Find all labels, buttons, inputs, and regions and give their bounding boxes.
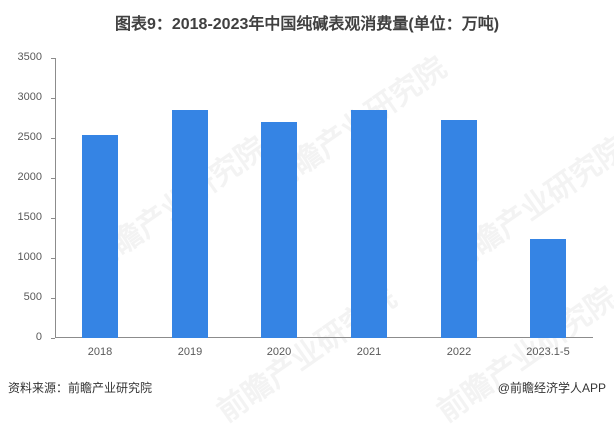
- y-tick: [51, 338, 55, 339]
- y-tick: [51, 98, 55, 99]
- x-tick-label: 2022: [446, 346, 472, 358]
- x-tick-label: 2021: [356, 346, 382, 358]
- credit-note: @前瞻经济学人APP: [497, 381, 606, 395]
- x-axis-line: [55, 337, 593, 338]
- y-tick-label: 3000: [17, 91, 42, 103]
- chart-title: 图表9：2018-2023年中国纯碱表观消费量(单位：万吨): [114, 16, 500, 33]
- y-tick-label: 3500: [17, 51, 42, 63]
- bar-2019: [172, 110, 208, 338]
- x-tick-label: 2018: [87, 346, 113, 358]
- x-tick-label: 2019: [177, 346, 203, 358]
- y-tick: [51, 298, 55, 299]
- bar-2021: [351, 110, 387, 338]
- y-tick-label: 2000: [17, 171, 42, 183]
- bar-2022: [441, 120, 477, 338]
- y-tick-label: 1500: [17, 211, 42, 223]
- y-tick: [51, 218, 55, 219]
- y-tick-label: 2500: [17, 131, 42, 143]
- y-tick: [51, 58, 55, 59]
- bar-2023.1-5: [530, 239, 566, 338]
- y-tick: [51, 178, 55, 179]
- y-tick-label: 0: [35, 331, 42, 343]
- bar-2018: [82, 135, 118, 338]
- y-axis-line: [55, 58, 56, 338]
- x-tick-label: 2020: [266, 346, 292, 358]
- bar-2020: [261, 122, 297, 338]
- y-tick: [51, 258, 55, 259]
- plot-area: 前瞻产业研究院 前瞻产业研究院 前瞻产业研究院 前瞻产业研究院 前瞻产业研究院 …: [17, 51, 614, 429]
- source-note: 资料来源：前瞻产业研究院: [8, 381, 153, 395]
- y-tick: [51, 138, 55, 139]
- y-tick-label: 1000: [17, 251, 42, 263]
- x-tick-label: 2023.1-5: [526, 346, 570, 358]
- y-tick-label: 500: [23, 291, 42, 303]
